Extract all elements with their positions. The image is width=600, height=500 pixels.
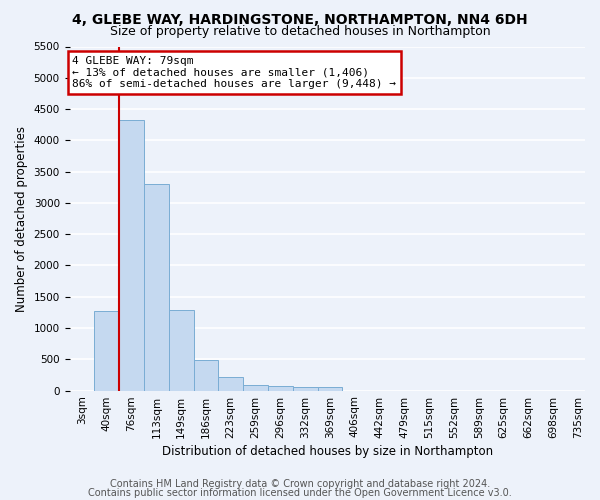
Bar bbox=[243, 385, 268, 390]
Bar bbox=[94, 311, 119, 390]
Text: 4 GLEBE WAY: 79sqm
← 13% of detached houses are smaller (1,406)
86% of semi-deta: 4 GLEBE WAY: 79sqm ← 13% of detached hou… bbox=[72, 56, 396, 89]
Bar bbox=[317, 388, 343, 390]
Bar bbox=[144, 184, 169, 390]
Bar bbox=[268, 386, 293, 390]
Bar bbox=[293, 387, 317, 390]
Bar bbox=[169, 310, 194, 390]
Bar bbox=[194, 360, 218, 390]
Bar bbox=[218, 378, 243, 390]
Y-axis label: Number of detached properties: Number of detached properties bbox=[15, 126, 28, 312]
Text: 4, GLEBE WAY, HARDINGSTONE, NORTHAMPTON, NN4 6DH: 4, GLEBE WAY, HARDINGSTONE, NORTHAMPTON,… bbox=[72, 12, 528, 26]
X-axis label: Distribution of detached houses by size in Northampton: Distribution of detached houses by size … bbox=[162, 444, 493, 458]
Bar bbox=[119, 120, 144, 390]
Text: Contains HM Land Registry data © Crown copyright and database right 2024.: Contains HM Land Registry data © Crown c… bbox=[110, 479, 490, 489]
Text: Contains public sector information licensed under the Open Government Licence v3: Contains public sector information licen… bbox=[88, 488, 512, 498]
Text: Size of property relative to detached houses in Northampton: Size of property relative to detached ho… bbox=[110, 25, 490, 38]
